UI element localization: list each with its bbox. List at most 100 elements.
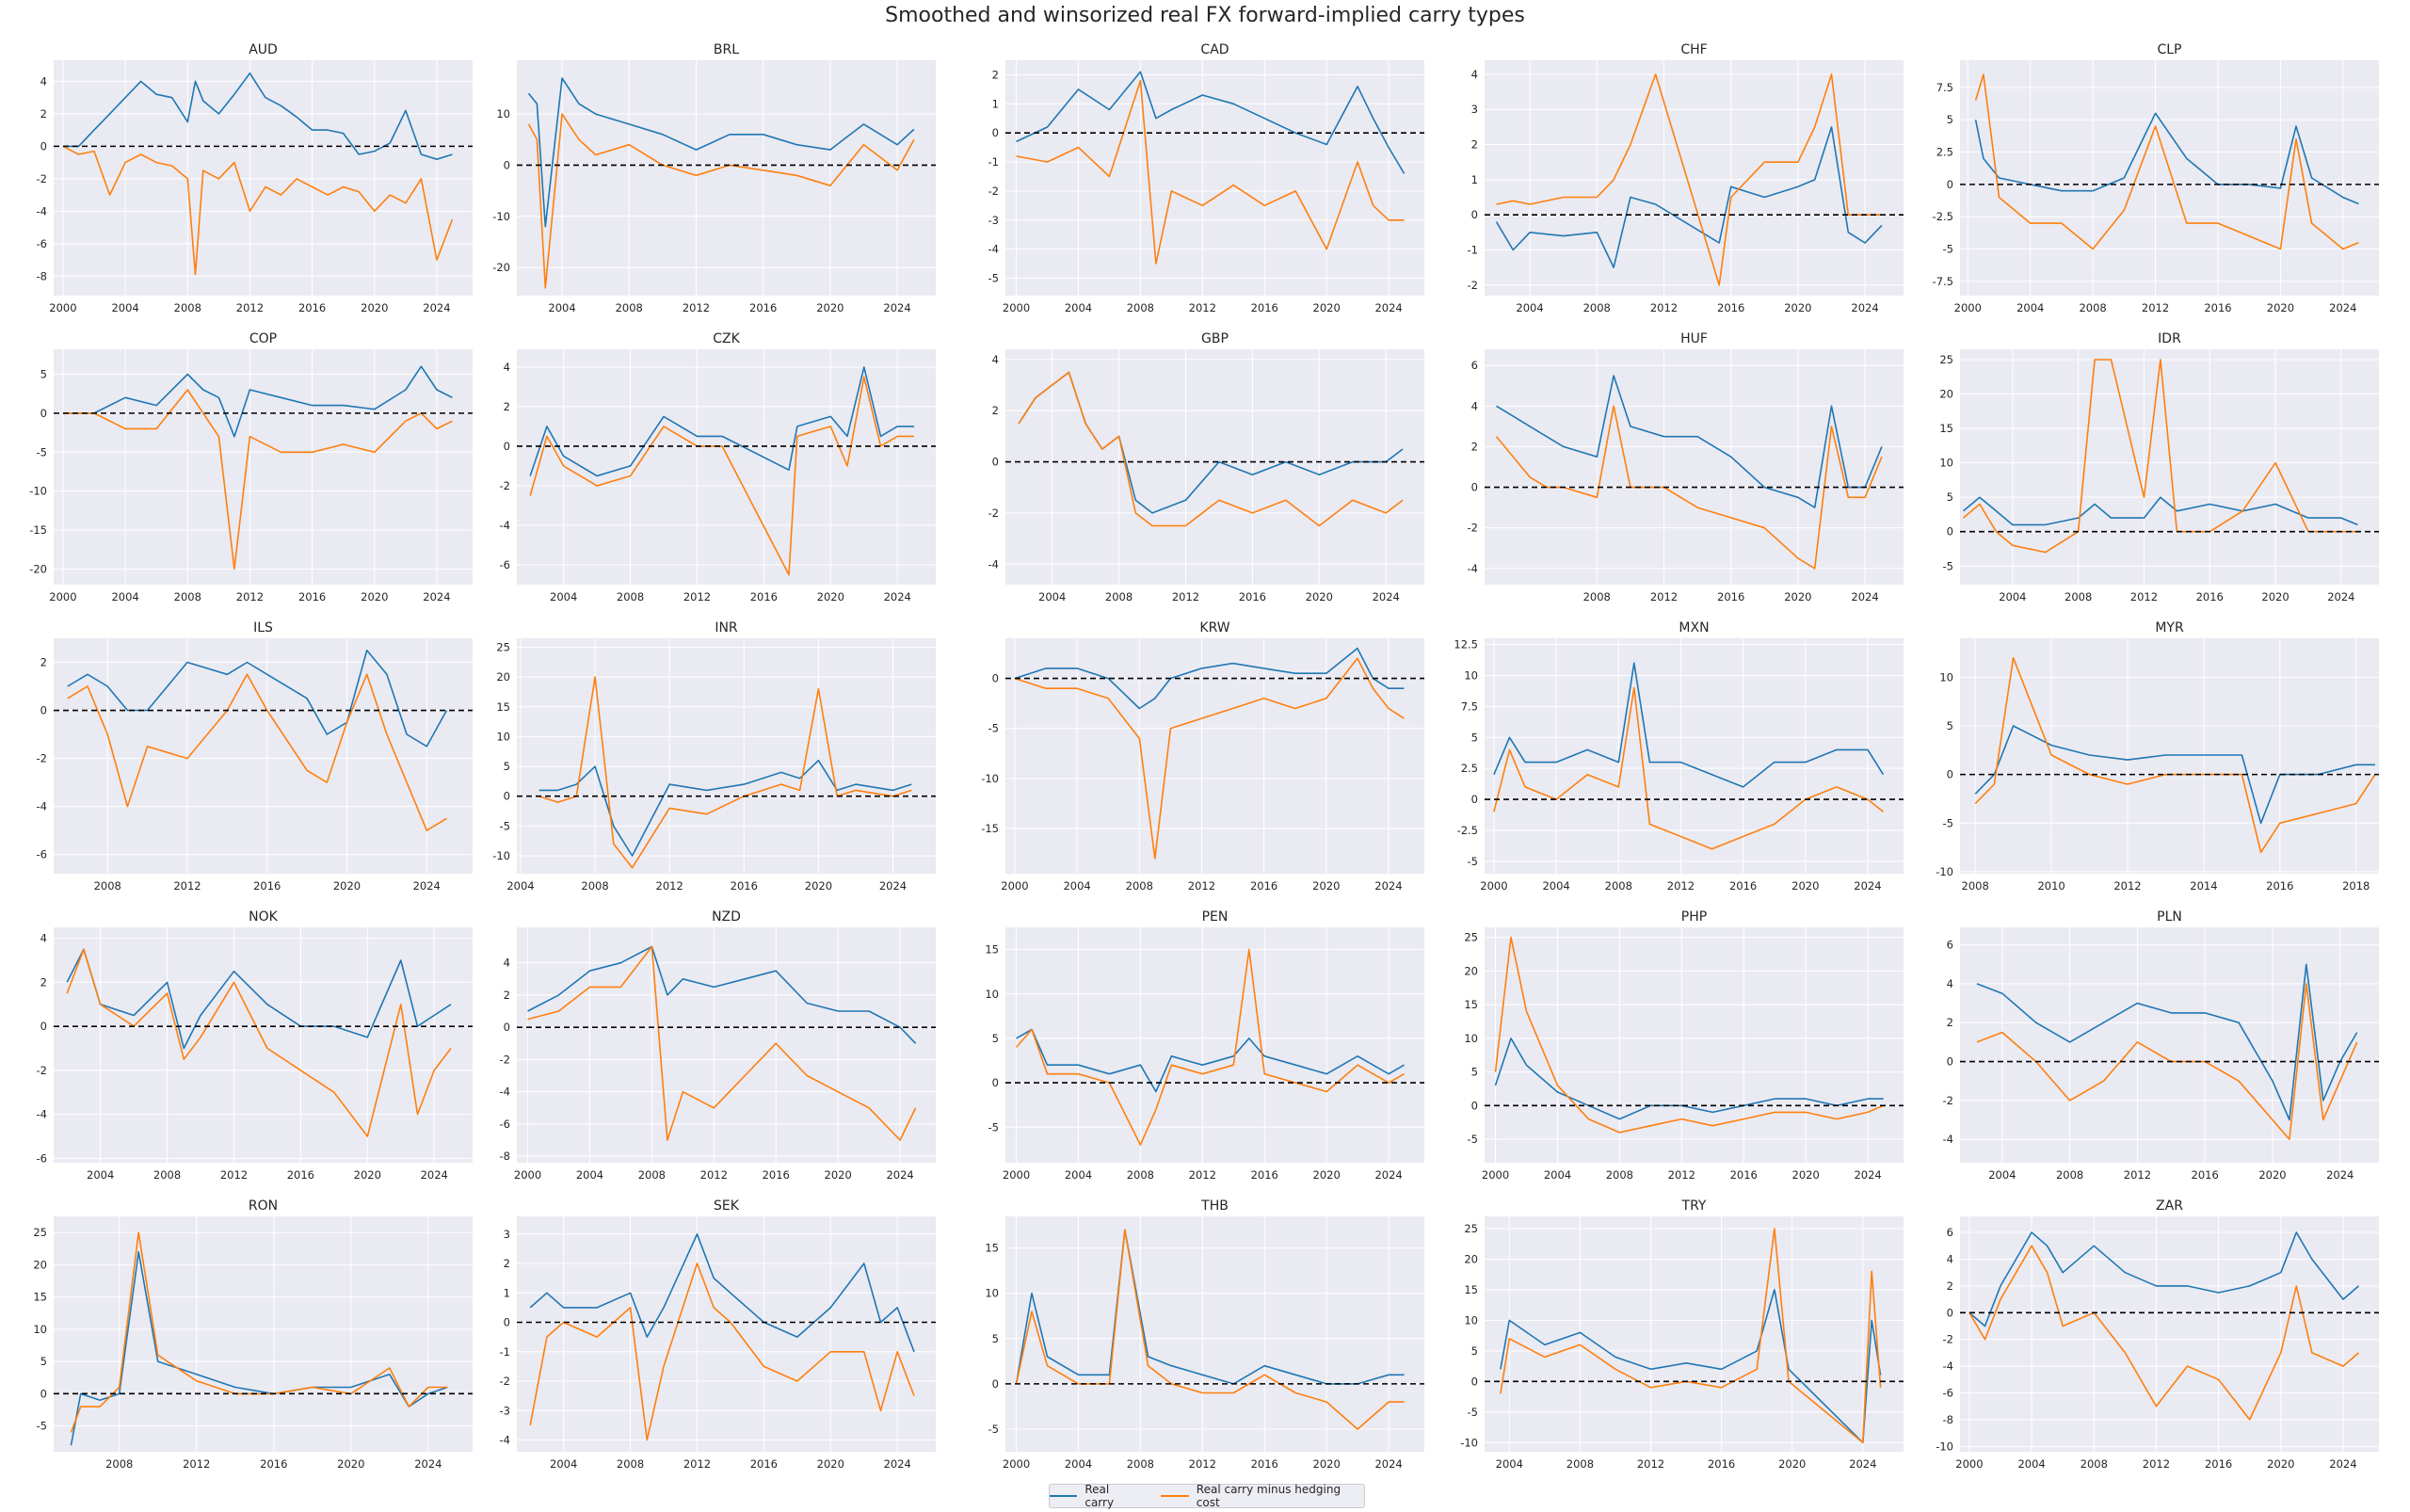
x-tick-label: 2000 bbox=[49, 301, 76, 314]
y-tick-label: -5 bbox=[1943, 243, 1953, 256]
x-tick-label: 2012 bbox=[236, 301, 264, 314]
y-tick-label: -2 bbox=[988, 507, 999, 520]
panel-title: TRY bbox=[1681, 1198, 1707, 1214]
x-tick-label: 2000 bbox=[1003, 1457, 1030, 1471]
y-tick-label: 15 bbox=[1464, 998, 1478, 1011]
series-line-real-carry bbox=[529, 366, 914, 477]
figure-title: Smoothed and winsorized real FX forward-… bbox=[885, 4, 1525, 27]
y-tick-label: -5 bbox=[988, 271, 999, 284]
y-tick-label: 6 bbox=[1947, 1226, 1953, 1239]
y-tick-label: -10 bbox=[981, 772, 999, 785]
y-tick-label: -15 bbox=[29, 523, 47, 537]
x-tick-label: 2008 bbox=[94, 879, 121, 893]
panel-zar: 2000 2004 2008 2012 2016 2020 2024 -10 -8 -6 -4 -2 0… bbox=[1936, 1198, 2379, 1471]
y-tick-label: -7.5 bbox=[1933, 275, 1953, 288]
y-tick-label: -15 bbox=[981, 822, 999, 835]
plot-area bbox=[1485, 1216, 1904, 1452]
panel-inr: 2004 2008 2012 2016 2020 2024 -10 -5 0 5 10 15 20 25 I… bbox=[492, 620, 936, 893]
y-tick-label: -2 bbox=[37, 1064, 47, 1077]
y-tick-label: 4 bbox=[504, 957, 510, 970]
y-tick-label: -4 bbox=[500, 519, 510, 532]
x-tick-label: 2024 bbox=[2327, 590, 2354, 603]
x-tick-label: 2012 bbox=[1650, 590, 1678, 603]
y-tick-label: 10 bbox=[1464, 668, 1478, 682]
y-tick-label: 10 bbox=[1939, 670, 1953, 684]
panel-sek: 2004 2008 2012 2016 2020 2024 -4 -3 -2 -1 0 1 2 3 SEK bbox=[500, 1198, 936, 1471]
panel-title: SEK bbox=[714, 1198, 740, 1214]
y-tick-label: -4 bbox=[37, 800, 47, 813]
x-tick-label: 2012 bbox=[683, 301, 710, 314]
panel-huf: 2008 2012 2016 2020 2024 -4 -2 0 2 4 6 HUF bbox=[1468, 331, 1904, 603]
series-line-real-carry bbox=[527, 77, 915, 228]
y-tick-label: 2 bbox=[992, 404, 999, 417]
series-line-real-carry bbox=[67, 649, 448, 748]
series-line-real-carry bbox=[1500, 1289, 1882, 1444]
y-tick-label: 2 bbox=[992, 68, 999, 81]
panel-title: BRL bbox=[714, 42, 739, 57]
y-tick-label: -4 bbox=[37, 1108, 47, 1121]
x-tick-label: 2024 bbox=[2326, 1168, 2354, 1182]
series-line-real-carry-minus-hedging bbox=[1500, 1228, 1882, 1444]
y-tick-label: 4 bbox=[504, 361, 510, 374]
x-tick-label: 2016 bbox=[253, 879, 281, 893]
panel-pen: 2000 2004 2008 2012 2016 2020 2024 -5 0 5 10 15 PEN bbox=[985, 909, 1424, 1182]
panel-ils: 2008 2012 2016 2020 2024 -6 -4 -2 0 2 ILS bbox=[37, 620, 473, 893]
x-tick-label: 2016 bbox=[1250, 879, 1277, 893]
x-tick-label: 2004 bbox=[1038, 590, 1066, 603]
panel-title: PLN bbox=[2157, 909, 2182, 925]
panel-title: PHP bbox=[1681, 909, 1707, 925]
panel-nzd: 2000 2004 2008 2012 2016 2020 2024 -8 -6 -4 -2 0 2 4 N… bbox=[500, 909, 936, 1182]
x-tick-label: 2008 bbox=[616, 301, 643, 314]
x-tick-label: 2012 bbox=[1667, 879, 1695, 893]
series-line-real-carry-minus-hedging bbox=[1018, 371, 1404, 527]
y-tick-label: 0 bbox=[1471, 1375, 1478, 1388]
series-line-real-carry bbox=[1016, 1028, 1405, 1093]
x-tick-label: 2020 bbox=[1784, 301, 1811, 314]
x-tick-label: 2000 bbox=[49, 590, 76, 603]
x-tick-label: 2012 bbox=[220, 1168, 248, 1182]
panel-title: NZD bbox=[712, 909, 741, 925]
x-tick-label: 2012 bbox=[656, 879, 683, 893]
panel-title: CAD bbox=[1200, 42, 1229, 57]
y-tick-label: 0 bbox=[40, 1020, 47, 1033]
panel-pln: 2004 2008 2012 2016 2020 2024 -4 -2 0 2 4 6 PLN bbox=[1943, 909, 2379, 1182]
x-tick-label: 2012 bbox=[2143, 1457, 2170, 1471]
panel-title: GBP bbox=[1201, 331, 1229, 346]
y-tick-label: -20 bbox=[29, 562, 47, 575]
x-tick-label: 2004 bbox=[1988, 1168, 2016, 1182]
x-tick-label: 2004 bbox=[2017, 1457, 2045, 1471]
panel-brl: 2004 2008 2012 2016 2020 2024 -20 -10 0 10 BRL bbox=[492, 42, 936, 314]
x-tick-label: 2020 bbox=[817, 1457, 844, 1471]
y-tick-label: 5 bbox=[40, 1355, 47, 1368]
x-tick-label: 2008 bbox=[617, 590, 644, 603]
y-tick-label: -6 bbox=[1943, 1387, 1953, 1400]
y-tick-label: 0 bbox=[1947, 525, 1953, 539]
y-tick-label: -2 bbox=[1468, 279, 1478, 292]
y-tick-label: -10 bbox=[1936, 1440, 1953, 1453]
y-tick-label: 10 bbox=[1464, 1313, 1478, 1327]
y-tick-label: 2 bbox=[40, 975, 47, 989]
x-tick-label: 2008 bbox=[1126, 879, 1153, 893]
panel-title: NOK bbox=[249, 909, 278, 925]
y-tick-label: -2 bbox=[1468, 522, 1478, 535]
x-tick-label: 2024 bbox=[1373, 590, 1400, 603]
x-tick-label: 2004 bbox=[550, 1457, 577, 1471]
series-line-real-carry bbox=[527, 945, 917, 1044]
x-tick-label: 2024 bbox=[1851, 301, 1878, 314]
x-tick-label: 2024 bbox=[884, 590, 911, 603]
y-tick-label: 20 bbox=[496, 670, 510, 684]
panel-aud: 2000 2004 2008 2012 2016 2020 2024 -8 -6 -4 -2 0 2 4 A… bbox=[37, 42, 473, 314]
x-tick-label: 2012 bbox=[1668, 1168, 1695, 1182]
x-tick-label: 2004 bbox=[548, 301, 575, 314]
x-tick-label: 2008 bbox=[1583, 590, 1611, 603]
x-tick-label: 2020 bbox=[337, 1457, 364, 1471]
x-tick-label: 2000 bbox=[1003, 1168, 1030, 1182]
x-tick-label: 2024 bbox=[421, 1168, 448, 1182]
x-tick-label: 2012 bbox=[1189, 1168, 1216, 1182]
y-tick-label: 10 bbox=[496, 107, 510, 121]
y-tick-label: 15 bbox=[985, 1242, 999, 1255]
x-tick-label: 2016 bbox=[750, 590, 778, 603]
legend-item-real-carry-minus-hedging: Real carry minus hedging cost bbox=[1161, 1483, 1364, 1509]
plot-area bbox=[517, 1216, 936, 1452]
x-tick-label: 2016 bbox=[1251, 1457, 1278, 1471]
